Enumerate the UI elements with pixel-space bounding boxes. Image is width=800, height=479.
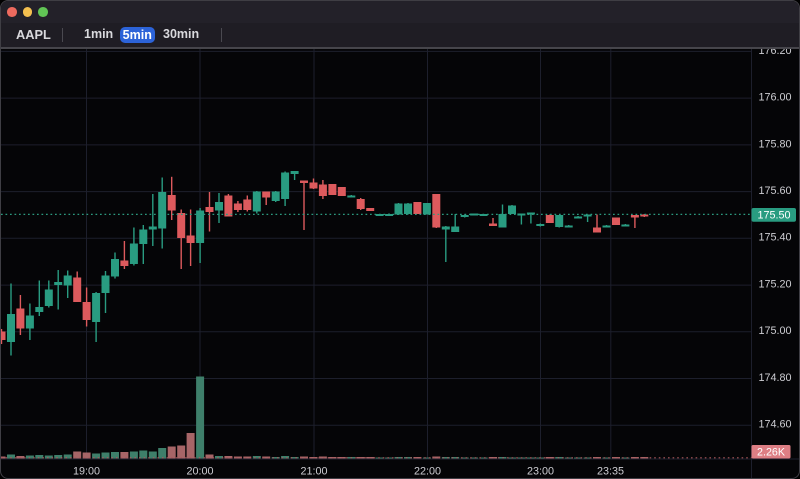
svg-text:2.26K: 2.26K [757,447,786,459]
svg-text:175.80: 175.80 [758,138,791,150]
svg-text:21:00: 21:00 [300,465,327,477]
svg-text:175.20: 175.20 [758,279,791,291]
svg-text:174.60: 174.60 [758,419,791,431]
svg-text:22:00: 22:00 [414,465,441,477]
svg-text:175.00: 175.00 [758,325,791,337]
svg-text:174.80: 174.80 [758,372,791,384]
svg-text:176.00: 176.00 [758,92,791,104]
svg-text:175.50: 175.50 [757,210,790,222]
svg-text:19:00: 19:00 [73,465,100,477]
svg-text:20:00: 20:00 [186,465,213,477]
svg-text:175.40: 175.40 [758,232,791,244]
svg-text:23:00: 23:00 [527,465,554,477]
svg-text:23:35: 23:35 [597,465,624,477]
svg-text:175.60: 175.60 [758,185,791,197]
